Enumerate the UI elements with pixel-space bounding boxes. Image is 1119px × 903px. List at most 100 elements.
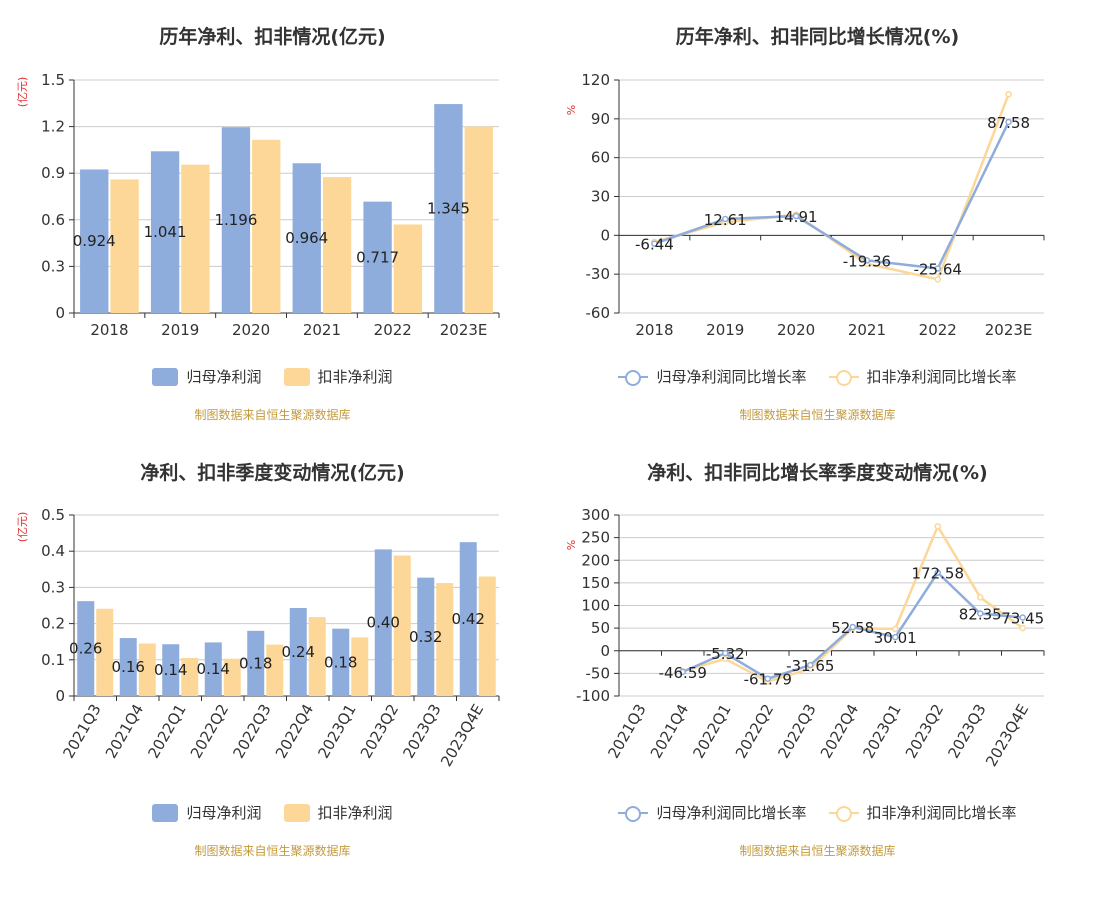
- data-label: -46.59: [659, 664, 707, 682]
- data-label: 14.91: [775, 208, 818, 226]
- data-label: 0.964: [285, 229, 328, 247]
- y-axis-label: %: [565, 540, 578, 550]
- data-label: 82.35: [959, 605, 1002, 623]
- legend-label: 扣非净利润: [317, 368, 393, 386]
- line-point: [1005, 118, 1012, 126]
- annual-profit-plot: 0 0.3 0.6 0.9 1.2 1.5 2018 2019 2020 2021 2022 2023…: [16, 71, 500, 339]
- bar-deducted-profit: [351, 637, 369, 696]
- x-tick-label: 2023E: [440, 321, 488, 339]
- data-label: 52.58: [831, 619, 874, 637]
- x-tick-label: 2023Q3: [399, 701, 444, 762]
- legend: 归母净利润同比增长率 扣非净利润同比增长率: [545, 366, 1090, 387]
- legend-item-net-profit[interactable]: 归母净利润: [152, 802, 262, 823]
- bar-deducted-profit: [308, 617, 326, 696]
- bar-deducted-profit: [181, 164, 210, 313]
- bar-deducted-profit: [138, 643, 156, 696]
- bar-deducted-profit: [393, 224, 423, 313]
- data-label: 87.58: [987, 114, 1030, 132]
- y-tick-label: 0.6: [41, 211, 65, 229]
- y-tick-label: 0.2: [41, 615, 65, 633]
- legend-label: 扣非净利润: [317, 804, 393, 822]
- legend-swatch-blue-line: [618, 369, 649, 386]
- line-point: [722, 649, 729, 657]
- line-point: [651, 240, 658, 247]
- bar-deducted-profit: [478, 576, 496, 696]
- x-tick-label: 2022Q3: [774, 701, 819, 762]
- legend-label: 扣非净利润同比增长率: [866, 804, 1017, 822]
- legend-swatch-blue: [152, 367, 179, 386]
- x-tick-label: 2021Q3: [604, 701, 649, 762]
- x-tick-label: 2021Q4: [647, 701, 692, 762]
- annual-growth-chart: 历年净利、扣非同比增长情况(%) -60 -30 0 30 60 90 120 2018 201…: [545, 0, 1090, 440]
- legend-item-net-profit-growth[interactable]: 归母净利润同比增长率: [618, 366, 807, 387]
- bar-net-profit: [162, 644, 180, 696]
- y-axis-label: (亿元): [16, 77, 29, 108]
- data-label: 12.61: [704, 211, 747, 229]
- bar-deducted-profit: [436, 583, 454, 696]
- y-tick-label: -50: [586, 664, 611, 682]
- legend: 归母净利润 扣非净利润: [0, 366, 545, 387]
- bar-deducted-profit: [322, 177, 352, 313]
- y-tick-label: 0: [600, 226, 610, 244]
- legend-item-deducted-growth[interactable]: 扣非净利润同比增长率: [828, 802, 1017, 823]
- y-tick-label: 90: [591, 110, 610, 128]
- bar-net-profit: [417, 577, 435, 696]
- x-tick-label: 2022Q2: [732, 701, 777, 762]
- y-tick-label: 120: [581, 71, 610, 89]
- legend-item-deducted-profit[interactable]: 扣非净利润: [283, 802, 393, 823]
- data-label: 1.041: [144, 223, 187, 241]
- legend-swatch-blue-line: [618, 805, 649, 822]
- y-tick-label: -100: [576, 687, 610, 705]
- bar-net-profit: [247, 630, 265, 696]
- legend-item-deducted-growth[interactable]: 扣非净利润同比增长率: [828, 366, 1017, 387]
- legend-swatch-yellow: [283, 803, 310, 822]
- legend-label: 归母净利润同比增长率: [656, 368, 807, 386]
- bar-deducted-profit: [464, 126, 493, 313]
- bar-deducted-profit: [110, 179, 139, 313]
- legend-item-net-profit[interactable]: 归母净利润: [152, 366, 262, 387]
- x-tick-label: 2022: [919, 321, 957, 339]
- bar-net-profit: [150, 151, 180, 313]
- y-tick-label: 0.4: [41, 542, 65, 560]
- legend-label: 扣非净利润同比增长率: [866, 368, 1017, 386]
- line-point: [892, 633, 899, 641]
- line-point: [1019, 614, 1026, 621]
- x-tick-label: 2023Q4E: [982, 701, 1032, 770]
- line-point: [934, 276, 941, 283]
- data-label: 73.45: [1001, 610, 1044, 628]
- bar-deducted-profit: [223, 658, 241, 696]
- y-tick-label: 0: [55, 304, 65, 322]
- line-point: [934, 523, 941, 530]
- bar-net-profit: [119, 638, 137, 696]
- data-label: 0.40: [367, 614, 400, 632]
- data-label: 1.345: [427, 200, 470, 218]
- quarterly-growth-chart: 净利、扣非同比增长率季度变动情况(%) -100 -50 0 50 100 150 200 2…: [545, 436, 1090, 876]
- legend-swatch-yellow-line: [828, 805, 859, 822]
- line-point: [977, 610, 984, 617]
- data-label: 30.01: [874, 629, 917, 647]
- annual-growth-plot: -60 -30 0 30 60 90 120 2018 2019 2020 2021 2022 2023…: [565, 71, 1045, 339]
- x-tick-label: 2022Q2: [187, 701, 232, 762]
- bar-deducted-profit: [393, 555, 411, 696]
- bar-net-profit: [363, 201, 392, 313]
- x-tick-label: 2020: [232, 321, 270, 339]
- data-label: 172.58: [912, 565, 965, 583]
- bar-net-profit: [434, 104, 463, 314]
- y-tick-label: 150: [581, 574, 610, 592]
- legend-item-net-profit-growth[interactable]: 归母净利润同比增长率: [618, 802, 807, 823]
- line-point: [792, 212, 800, 220]
- y-tick-label: 0.1: [41, 651, 65, 669]
- bar-deducted-profit: [252, 139, 281, 313]
- bar-net-profit: [80, 169, 109, 313]
- x-tick-label: 2023Q1: [859, 701, 904, 762]
- legend-item-deducted-profit[interactable]: 扣非净利润: [283, 366, 393, 387]
- legend-swatch-blue: [152, 803, 179, 822]
- source-note: 制图数据来自恒生聚源数据库: [194, 408, 351, 422]
- source-note: 制图数据来自恒生聚源数据库: [194, 844, 351, 858]
- legend: 归母净利润同比增长率 扣非净利润同比增长率: [545, 802, 1090, 823]
- source-note: 制图数据来自恒生聚源数据库: [739, 844, 896, 858]
- bar-net-profit: [289, 608, 307, 696]
- bar-net-profit: [221, 127, 251, 313]
- x-tick-label: 2021: [303, 321, 341, 339]
- line-point: [934, 265, 941, 272]
